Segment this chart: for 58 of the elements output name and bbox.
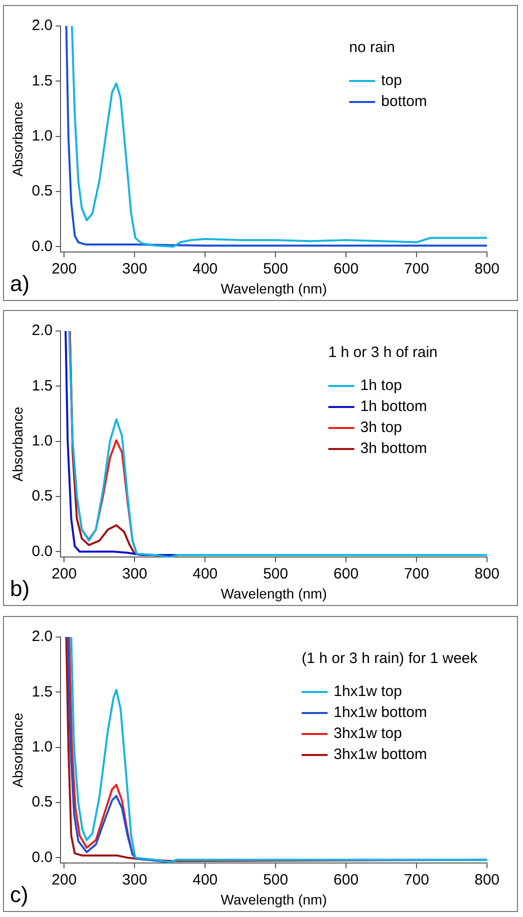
legend-title: 1 h or 3 h of rain (328, 344, 438, 362)
legend-label: 1h bottom (360, 398, 428, 416)
y-tick-label: 1.0 (32, 738, 53, 756)
x-tick-label: 500 (263, 871, 288, 888)
x-tick-label: 500 (263, 565, 288, 582)
x-tick-label: 300 (122, 871, 148, 888)
x-tick-label: 600 (334, 871, 359, 888)
legend-title: no rain (349, 39, 396, 56)
legend-label: bottom (381, 93, 427, 110)
legend-label: 3hx1w top (334, 725, 402, 742)
y-tick-label: 0.0 (32, 848, 53, 866)
y-axis-title: Absorbance (9, 712, 26, 788)
x-tick-label: 700 (404, 565, 430, 582)
x-tick-label: 700 (404, 260, 430, 278)
x-axis-title: Wavelength (nm) (220, 280, 327, 296)
legend-title: (1 h or 3 h rain) for 1 week (302, 650, 478, 668)
x-tick-label: 400 (192, 871, 218, 888)
y-tick-label: 0.0 (32, 542, 53, 560)
text: c) (10, 882, 28, 908)
legend-label: 1h top (360, 377, 402, 394)
legend-label: 3hx1w bottom (334, 746, 428, 764)
text: a) (10, 271, 30, 296)
x-tick-label: 200 (52, 260, 77, 278)
x-tick-label: 600 (334, 565, 359, 582)
y-tick-label: 0.0 (32, 238, 53, 255)
x-tick-label: 800 (474, 260, 500, 278)
x-tick-label: 500 (263, 260, 288, 278)
y-tick-label: 2.0 (32, 17, 53, 34)
y-tick-label: 0.5 (32, 488, 53, 505)
x-axis-title: Wavelength (nm) (220, 891, 327, 908)
x-tick-label: 600 (334, 260, 359, 278)
y-tick-label: 0.5 (32, 794, 53, 811)
x-tick-label: 800 (474, 565, 500, 582)
y-tick-label: 0.5 (32, 182, 53, 200)
x-tick-label: 800 (474, 871, 500, 888)
x-tick-label: 400 (192, 565, 218, 582)
y-tick-label: 1.0 (32, 127, 53, 144)
y-tick-label: 1.0 (32, 432, 53, 450)
legend-label: 3h top (360, 419, 402, 436)
x-tick-label: 200 (52, 871, 77, 888)
y-tick-label: 1.5 (32, 377, 53, 394)
x-tick-label: 300 (122, 260, 148, 278)
y-axis-title: Absorbance (9, 406, 26, 482)
x-axis-title: Wavelength (nm) (220, 585, 327, 602)
y-tick-label: 1.5 (32, 683, 53, 700)
x-tick-label: 700 (404, 871, 430, 888)
y-axis-title: Absorbance (9, 102, 26, 176)
x-tick-label: 200 (52, 565, 77, 582)
x-tick-label: 300 (122, 565, 148, 582)
y-tick-label: 1.5 (32, 72, 53, 90)
legend-label: 1hx1w top (334, 683, 402, 700)
legend-label: 3h bottom (360, 440, 428, 458)
legend-label: top (381, 72, 402, 90)
legend-label: 1hx1w bottom (334, 704, 428, 722)
text: b) (10, 576, 30, 602)
y-tick-label: 2.0 (32, 628, 53, 646)
x-tick-label: 400 (192, 260, 218, 278)
y-tick-label: 2.0 (32, 322, 53, 340)
